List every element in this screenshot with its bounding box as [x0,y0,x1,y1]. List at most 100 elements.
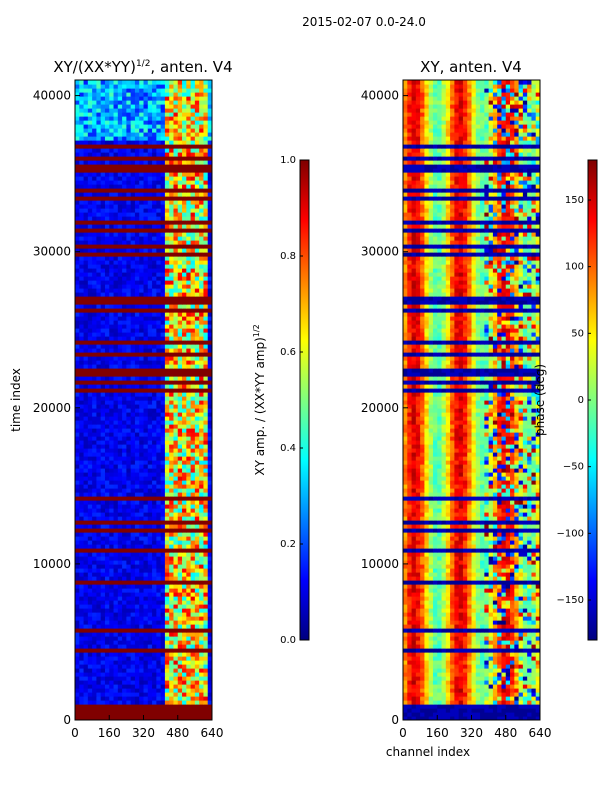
amplitude-cell [190,672,196,677]
amplitude-cell [92,340,98,345]
amplitude-cell [173,140,179,145]
amplitude-cell [147,632,153,637]
amplitude-cell [177,416,183,421]
amplitude-cell [156,252,162,257]
amplitude-cell [139,508,145,513]
amplitude-cell [194,556,200,561]
amplitude-cell [92,548,98,553]
amplitude-cell [190,636,196,641]
amplitude-cell [182,296,187,301]
amplitude-cell [173,668,179,673]
amplitude-cell [143,396,149,401]
amplitude-cell [182,392,187,397]
amplitude-cell [113,432,119,437]
amplitude-cell [152,344,157,349]
amplitude-cell [160,664,166,669]
amplitude-cell [139,576,145,581]
amplitude-cell [143,564,149,569]
amplitude-cell [122,300,127,305]
amplitude-cell [160,172,166,177]
amplitude-cell [122,332,127,337]
amplitude-cell [169,712,175,717]
amplitude-cell [79,268,85,273]
amplitude-cell [156,396,162,401]
amplitude-cell [182,476,187,481]
amplitude-cell [186,344,192,349]
amplitude-cell [152,440,157,445]
amplitude-cell [122,152,127,157]
amplitude-cell [139,220,145,225]
amplitude-cell [190,344,196,349]
amplitude-cell [190,316,196,321]
amplitude-cell [79,556,85,561]
amplitude-cell [194,456,200,461]
amplitude-cell [109,244,115,249]
amplitude-cell [194,364,200,369]
amplitude-cell [143,180,149,185]
amplitude-cell [122,664,127,669]
amplitude-cell [139,112,145,117]
amplitude-cell [177,400,183,405]
amplitude-cell [207,264,212,269]
amplitude-cell [96,528,102,533]
amplitude-cell [79,644,85,649]
amplitude-cell [109,96,115,101]
amplitude-cell [122,444,127,449]
amplitude-cell [100,100,106,105]
amplitude-cell [152,492,157,497]
amplitude-cell [126,516,132,521]
amplitude-cell [152,568,157,573]
amplitude-cell [92,488,98,493]
amplitude-cell [104,252,110,257]
amplitude-cell [104,520,110,525]
amplitude-cell [164,128,170,133]
amplitude-cell [79,184,85,189]
amplitude-cell [75,472,80,477]
amplitude-cell [190,444,196,449]
amplitude-cell [122,540,127,545]
amplitude-cell [207,556,212,561]
amplitude-cell [126,120,132,125]
amplitude-cell [126,412,132,417]
amplitude-cell [79,296,85,301]
amplitude-cell [113,540,119,545]
amplitude-cell [164,332,170,337]
amplitude-cell [164,172,170,177]
amplitude-cell [96,160,102,165]
amplitude-cell [79,116,85,121]
amplitude-cell [104,168,110,173]
amplitude-cell [143,236,149,241]
amplitude-cell [143,528,149,533]
amplitude-cell [96,168,102,173]
amplitude-cell [126,700,132,705]
amplitude-cell [190,224,196,229]
amplitude-cell [203,196,209,201]
amplitude-cell [147,244,153,249]
amplitude-cell [109,700,115,705]
amplitude-cell [113,340,119,345]
amplitude-title-exponent: 1/2 [136,59,150,69]
amplitude-cell [199,556,205,561]
amplitude-cell [139,240,145,245]
amplitude-cell [134,412,140,417]
amplitude-cell [83,620,89,625]
amplitude-cell [113,200,119,205]
amplitude-cell [109,568,115,573]
amplitude-cell [182,588,187,593]
amplitude-cell [152,276,157,281]
amplitude-cell [173,204,179,209]
amplitude-cell [160,308,166,313]
amplitude-cell [117,604,123,609]
amplitude-cell [147,336,153,341]
amplitude-cell [87,132,93,137]
amplitude-cell [92,596,98,601]
amplitude-cell [156,540,162,545]
amplitude-cell [160,296,166,301]
amplitude-cell [117,472,123,477]
amplitude-cell [96,248,102,253]
amplitude-cell [83,296,89,301]
amplitude-cell [199,684,205,689]
amplitude-cell [134,572,140,577]
amplitude-cell [122,260,127,265]
amplitude-cell [139,644,145,649]
